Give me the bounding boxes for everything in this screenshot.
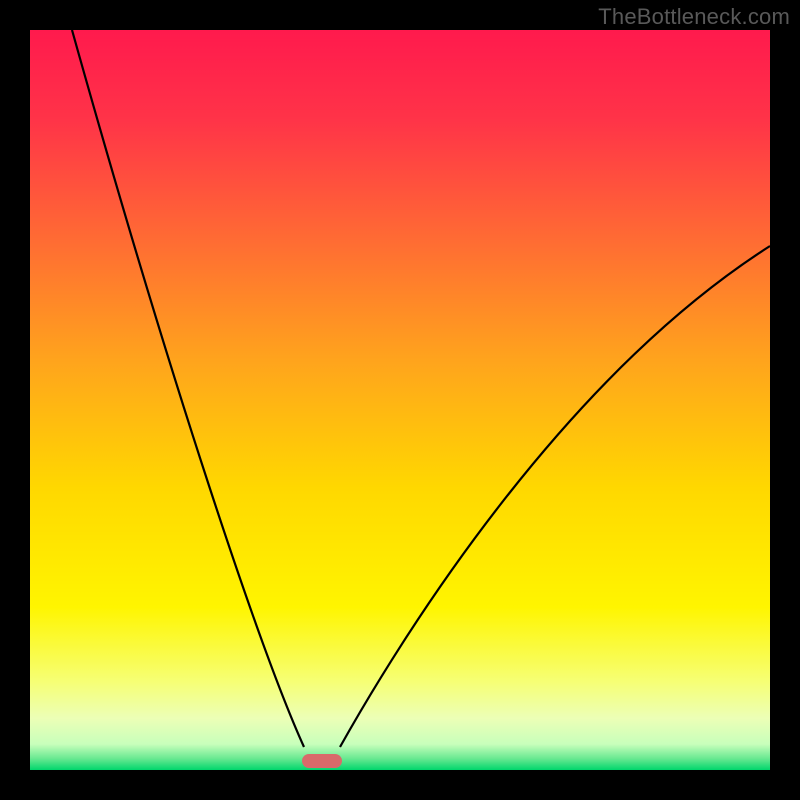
chart-frame: TheBottleneck.com [0,0,800,800]
watermark-text: TheBottleneck.com [598,4,790,30]
bottleneck-chart [0,0,800,800]
plot-area [30,30,770,770]
optimum-marker [302,754,342,768]
